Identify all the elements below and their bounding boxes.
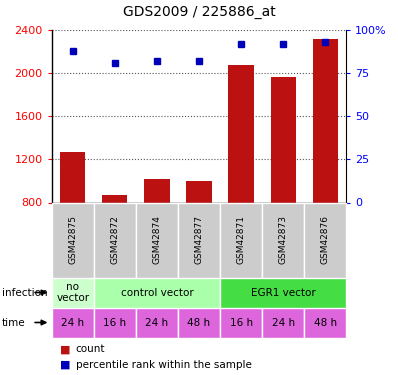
- Text: 16 h: 16 h: [230, 318, 253, 327]
- Text: percentile rank within the sample: percentile rank within the sample: [76, 360, 252, 369]
- Bar: [312, 39, 338, 203]
- Bar: [136, 308, 178, 338]
- Bar: [102, 195, 127, 202]
- Text: no
vector: no vector: [56, 282, 89, 303]
- Bar: [304, 308, 346, 338]
- Bar: [94, 202, 136, 278]
- Bar: [94, 308, 136, 338]
- Text: time: time: [2, 318, 25, 327]
- Text: EGR1 vector: EGR1 vector: [251, 288, 316, 297]
- Text: GSM42875: GSM42875: [68, 216, 77, 264]
- Text: infection: infection: [2, 288, 48, 297]
- Text: control vector: control vector: [121, 288, 193, 297]
- Text: 24 h: 24 h: [61, 318, 84, 327]
- Text: ■: ■: [60, 360, 70, 369]
- Bar: [271, 78, 296, 203]
- Bar: [186, 181, 212, 203]
- Bar: [220, 278, 346, 308]
- Bar: [262, 202, 304, 278]
- Text: 48 h: 48 h: [314, 318, 337, 327]
- Bar: [144, 179, 170, 203]
- Text: GSM42876: GSM42876: [321, 216, 330, 264]
- Bar: [94, 278, 220, 308]
- Bar: [304, 202, 346, 278]
- Bar: [178, 308, 220, 338]
- Text: GSM42877: GSM42877: [195, 216, 203, 264]
- Bar: [220, 308, 262, 338]
- Bar: [220, 202, 262, 278]
- Text: GSM42874: GSM42874: [152, 216, 162, 264]
- Bar: [60, 152, 86, 202]
- Text: GSM42871: GSM42871: [236, 216, 246, 264]
- Bar: [136, 202, 178, 278]
- Bar: [228, 64, 254, 203]
- Bar: [178, 202, 220, 278]
- Text: count: count: [76, 344, 105, 354]
- Text: 24 h: 24 h: [145, 318, 168, 327]
- Text: GSM42872: GSM42872: [110, 216, 119, 264]
- Text: 48 h: 48 h: [187, 318, 211, 327]
- Bar: [52, 202, 94, 278]
- Bar: [52, 278, 94, 308]
- Bar: [262, 308, 304, 338]
- Text: 24 h: 24 h: [271, 318, 295, 327]
- Text: 16 h: 16 h: [103, 318, 127, 327]
- Text: GSM42873: GSM42873: [279, 216, 288, 264]
- Text: ■: ■: [60, 344, 70, 354]
- Text: GDS2009 / 225886_at: GDS2009 / 225886_at: [123, 5, 275, 19]
- Bar: [52, 308, 94, 338]
